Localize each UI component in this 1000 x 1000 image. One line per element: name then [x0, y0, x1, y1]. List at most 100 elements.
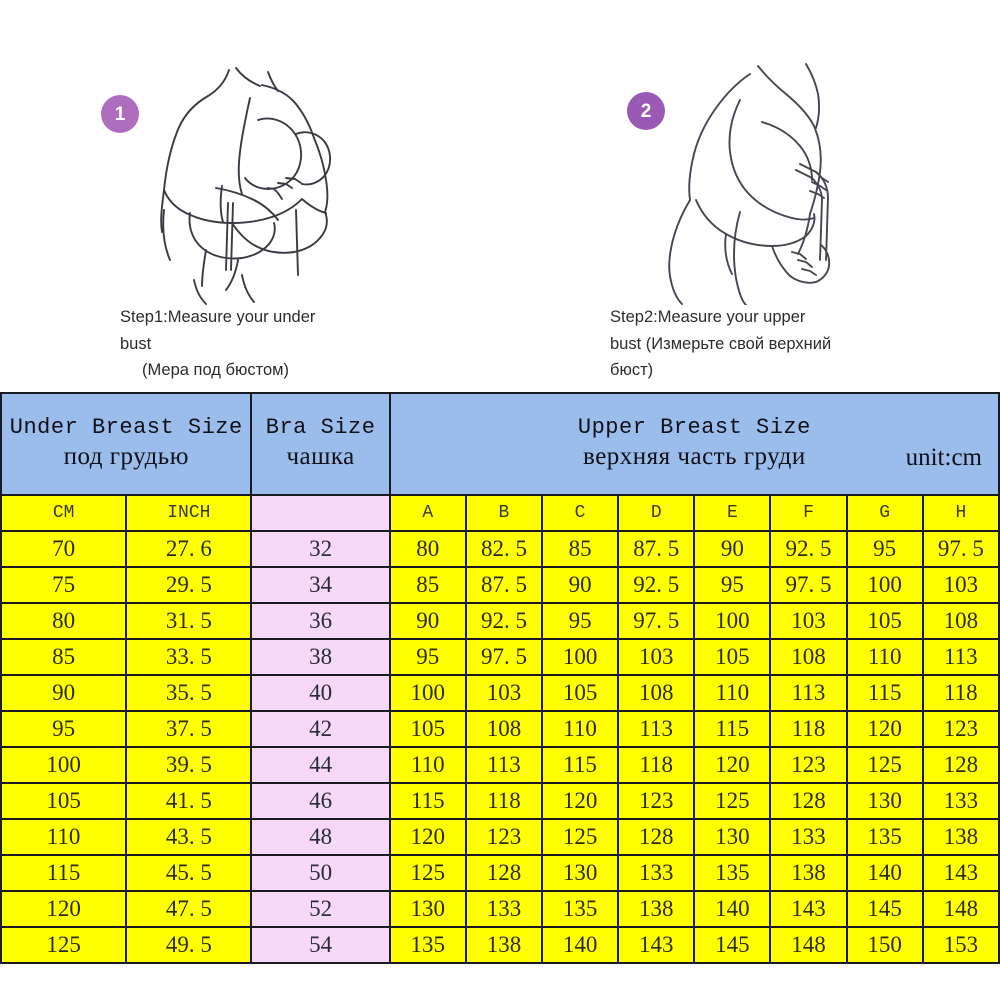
cell-under-bust-cm: 85: [0, 638, 128, 676]
cell-bra-size: 52: [250, 890, 391, 928]
step-2-caption: Step2:Measure your upper bust (Измерьте …: [610, 304, 950, 384]
cell-under-bust-inch: 29. 5: [125, 566, 253, 604]
cell-upper-bust-a: 130: [388, 890, 467, 928]
cell-upper-bust-e: 125: [693, 782, 772, 820]
cell-upper-bust-g: 125: [845, 746, 924, 784]
cell-upper-bust-h: 133: [921, 782, 1000, 820]
cell-upper-bust-b: 118: [464, 782, 544, 820]
cell-under-bust-inch: 43. 5: [125, 818, 253, 856]
cell-upper-bust-h: 123: [921, 710, 1000, 748]
table-body: 70 27. 6 32 80 82. 5 85 87. 5 90 92. 5 95 97. 5 75 2…: [0, 530, 1000, 964]
cell-bra-size: 46: [250, 782, 391, 820]
cell-upper-bust-b: 113: [464, 746, 544, 784]
subheader-cm: CM: [0, 494, 128, 532]
cell-upper-bust-c: 130: [541, 854, 620, 892]
header-bra-size-ru: чашка: [286, 443, 355, 471]
step-1-badge: 1: [101, 95, 139, 133]
cell-upper-bust-f: 113: [769, 674, 848, 712]
subheader-bra-blank: [250, 494, 391, 532]
cell-under-bust-cm: 125: [0, 926, 128, 964]
subheader-cup-a: A: [388, 494, 467, 532]
cell-upper-bust-f: 138: [769, 854, 848, 892]
table-row: 90 35. 5 40 100 103 105 108 110 113 115 118: [0, 674, 1000, 712]
cell-upper-bust-d: 87. 5: [617, 530, 696, 568]
subheader-cup-d: D: [617, 494, 696, 532]
cell-upper-bust-h: 128: [921, 746, 1000, 784]
subheader-cup-c: C: [541, 494, 620, 532]
cell-bra-size: 48: [250, 818, 391, 856]
cell-upper-bust-a: 120: [388, 818, 467, 856]
cell-upper-bust-e: 110: [693, 674, 772, 712]
cell-upper-bust-h: 148: [921, 890, 1000, 928]
cell-under-bust-cm: 110: [0, 818, 128, 856]
subheader-cup-b: B: [464, 494, 544, 532]
cell-upper-bust-a: 95: [388, 638, 467, 676]
header-under-breast-ru: под грудью: [63, 443, 189, 471]
cell-bra-size: 32: [250, 530, 391, 568]
cell-upper-bust-g: 115: [845, 674, 924, 712]
cell-upper-bust-f: 143: [769, 890, 848, 928]
step-2-badge: 2: [627, 92, 665, 130]
cell-upper-bust-d: 108: [617, 674, 696, 712]
cell-upper-bust-h: 143: [921, 854, 1000, 892]
cell-upper-bust-d: 133: [617, 854, 696, 892]
cell-upper-bust-e: 145: [693, 926, 772, 964]
cell-upper-bust-c: 140: [541, 926, 620, 964]
cell-under-bust-inch: 31. 5: [125, 602, 253, 640]
header-under-breast-size: Under Breast Size под грудью: [0, 392, 253, 496]
table-row: 70 27. 6 32 80 82. 5 85 87. 5 90 92. 5 95 97. 5: [0, 530, 1000, 568]
cell-upper-bust-e: 100: [693, 602, 772, 640]
cell-upper-bust-f: 128: [769, 782, 848, 820]
cell-upper-bust-d: 118: [617, 746, 696, 784]
cell-upper-bust-e: 120: [693, 746, 772, 784]
cell-under-bust-inch: 39. 5: [125, 746, 253, 784]
step-1-caption-line-1: Step1:Measure your under: [120, 308, 316, 326]
cell-upper-bust-f: 108: [769, 638, 848, 676]
header-bra-size-en: Bra Size: [265, 415, 376, 441]
cell-upper-bust-b: 108: [464, 710, 544, 748]
step-1-caption-line-2: bust: [120, 334, 152, 353]
cell-upper-bust-b: 92. 5: [464, 602, 544, 640]
cell-under-bust-inch: 35. 5: [125, 674, 253, 712]
subheader-cup-f: F: [769, 494, 848, 532]
woman-measuring-under-bust-illustration: [150, 60, 380, 305]
cell-upper-bust-f: 123: [769, 746, 848, 784]
cell-upper-bust-h: 153: [921, 926, 1000, 964]
cell-upper-bust-g: 105: [845, 602, 924, 640]
cell-under-bust-cm: 70: [0, 530, 128, 568]
cell-upper-bust-b: 97. 5: [464, 638, 544, 676]
cell-upper-bust-b: 133: [464, 890, 544, 928]
cell-upper-bust-h: 103: [921, 566, 1000, 604]
cell-upper-bust-g: 95: [845, 530, 924, 568]
cell-upper-bust-c: 95: [541, 602, 620, 640]
table-row: 95 37. 5 42 105 108 110 113 115 118 120 123: [0, 710, 1000, 748]
table-subheader-row: CM INCH A B C D E F G H: [0, 494, 1000, 532]
cell-upper-bust-g: 150: [845, 926, 924, 964]
cell-upper-bust-h: 118: [921, 674, 1000, 712]
cell-under-bust-inch: 37. 5: [125, 710, 253, 748]
woman-measuring-upper-bust-illustration: [640, 60, 890, 306]
table-row: 105 41. 5 46 115 118 120 123 125 128 130 133: [0, 782, 1000, 820]
cell-under-bust-inch: 33. 5: [125, 638, 253, 676]
subheader-cup-g: G: [845, 494, 924, 532]
cell-upper-bust-a: 125: [388, 854, 467, 892]
cell-under-bust-cm: 115: [0, 854, 128, 892]
cell-under-bust-cm: 120: [0, 890, 128, 928]
step-2-caption-line-1: Step2:Measure your upper: [610, 308, 806, 326]
cell-upper-bust-e: 140: [693, 890, 772, 928]
cell-upper-bust-a: 90: [388, 602, 467, 640]
cell-upper-bust-h: 113: [921, 638, 1000, 676]
cell-under-bust-inch: 45. 5: [125, 854, 253, 892]
cell-under-bust-inch: 27. 6: [125, 530, 253, 568]
table-row: 75 29. 5 34 85 87. 5 90 92. 5 95 97. 5 100 103: [0, 566, 1000, 604]
cell-upper-bust-c: 110: [541, 710, 620, 748]
cell-bra-size: 38: [250, 638, 391, 676]
cell-upper-bust-g: 135: [845, 818, 924, 856]
cell-upper-bust-d: 97. 5: [617, 602, 696, 640]
cell-upper-bust-c: 135: [541, 890, 620, 928]
cell-upper-bust-b: 123: [464, 818, 544, 856]
step-2-caption-line-2: bust (Измерьте свой верхний: [610, 334, 832, 353]
table-header-row: Under Breast Size под грудью Bra Size ча…: [0, 392, 1000, 496]
cell-upper-bust-b: 82. 5: [464, 530, 544, 568]
table-row: 110 43. 5 48 120 123 125 128 130 133 135 138: [0, 818, 1000, 856]
